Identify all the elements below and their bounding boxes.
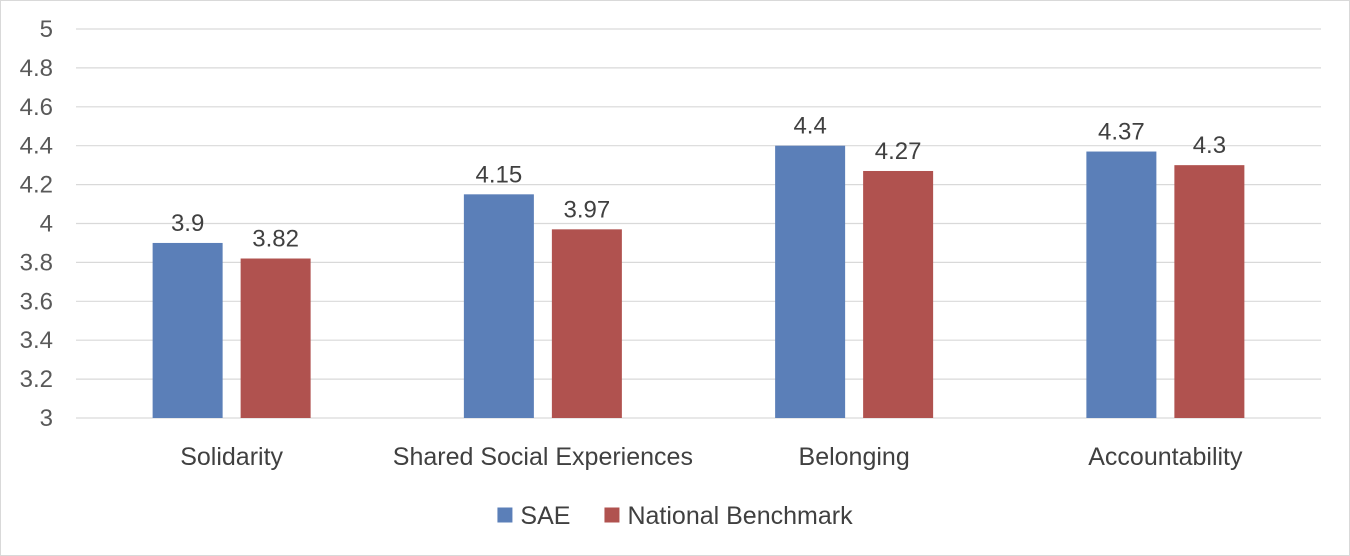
y-tick-label: 5 xyxy=(40,16,53,43)
bar-sae-2[interactable] xyxy=(775,145,846,418)
data-label: 4.4 xyxy=(793,113,826,140)
x-category-label: Shared Social Experiences xyxy=(393,443,693,471)
x-category-label: Belonging xyxy=(799,443,910,471)
y-tick-label: 4.8 xyxy=(20,55,53,82)
legend-item-sae[interactable]: SAE xyxy=(497,502,570,530)
y-tick-label: 4.2 xyxy=(20,172,53,199)
bar-sae-0[interactable] xyxy=(152,242,223,418)
y-tick-label: 3.8 xyxy=(20,249,53,276)
data-label: 4.37 xyxy=(1098,119,1145,146)
data-label: 3.82 xyxy=(252,226,299,253)
data-label: 4.27 xyxy=(875,138,922,165)
bars xyxy=(152,145,1245,418)
legend-swatch xyxy=(497,507,513,523)
legend[interactable]: SAE National Benchmark xyxy=(497,502,853,530)
y-axis-tick-labels: 3 3.2 3.4 3.6 3.8 4 4.2 4.4 4.6 4.8 5 xyxy=(20,16,53,432)
data-label: 3.97 xyxy=(564,196,611,223)
y-tick-label: 4.6 xyxy=(20,94,53,121)
bar-national-benchmark-2[interactable] xyxy=(863,170,934,418)
legend-item-national-benchmark[interactable]: National Benchmark xyxy=(604,502,853,530)
x-category-label: Solidarity xyxy=(180,443,283,471)
y-tick-label: 3.6 xyxy=(20,288,53,315)
y-tick-label: 3.2 xyxy=(20,366,53,393)
data-label: 4.3 xyxy=(1193,132,1226,159)
y-tick-label: 4 xyxy=(40,211,53,238)
bar-national-benchmark-3[interactable] xyxy=(1174,165,1245,418)
bar-national-benchmark-1[interactable] xyxy=(551,229,622,418)
y-tick-label: 3 xyxy=(40,405,53,432)
legend-label: National Benchmark xyxy=(627,502,853,530)
data-labels: 3.9 3.82 4.15 3.97 4.4 4.27 4.37 4.3 xyxy=(171,113,1226,253)
legend-swatch xyxy=(604,507,620,523)
data-label: 4.15 xyxy=(476,161,523,188)
bar-sae-1[interactable] xyxy=(463,194,534,418)
y-tick-label: 3.4 xyxy=(20,327,53,354)
bar-national-benchmark-0[interactable] xyxy=(240,258,311,418)
bar-sae-3[interactable] xyxy=(1086,151,1157,418)
data-label: 3.9 xyxy=(171,210,204,237)
legend-label: SAE xyxy=(520,502,570,530)
y-tick-label: 4.4 xyxy=(20,133,53,160)
x-axis-category-labels: Solidarity Shared Social Experiences Belon… xyxy=(180,443,1243,471)
x-category-label: Accountability xyxy=(1088,443,1243,471)
